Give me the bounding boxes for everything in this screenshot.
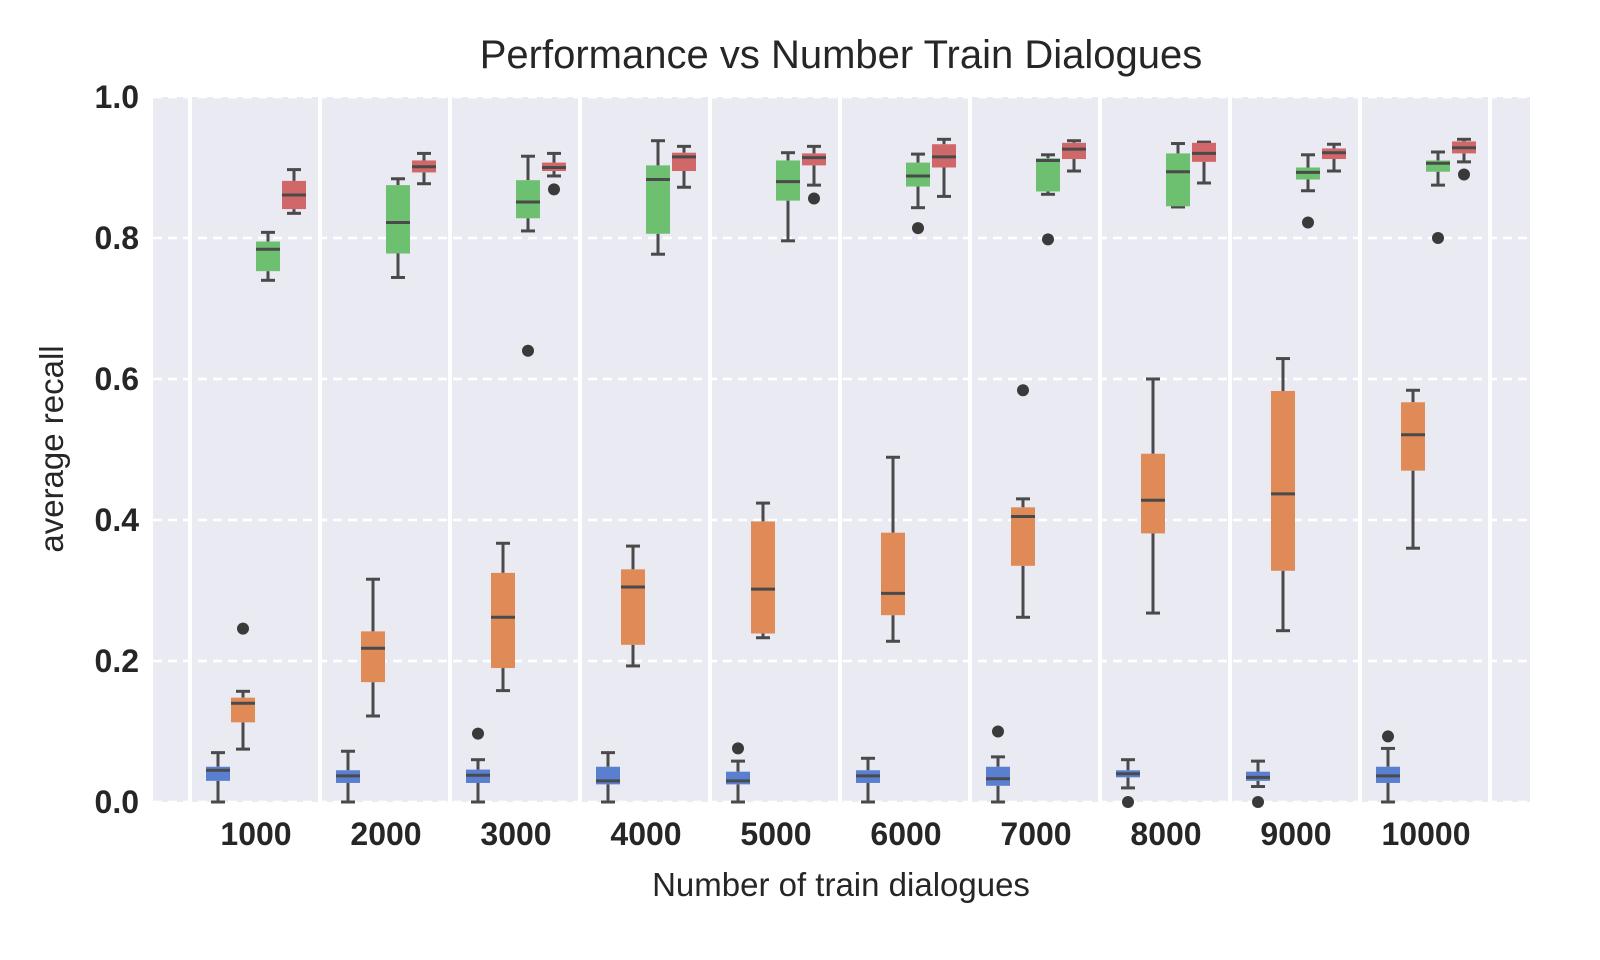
- outlier-point: [1302, 216, 1314, 229]
- box-iqr: [1062, 142, 1086, 160]
- box-iqr: [516, 180, 540, 219]
- box-1000-s2: [256, 230, 280, 282]
- box-10000-s2: [1426, 150, 1450, 244]
- box-iqr: [491, 572, 515, 669]
- box-iqr: [256, 241, 280, 272]
- x-axis-label: Number of train dialogues: [652, 866, 1030, 903]
- box-9000-s3: [1322, 142, 1346, 173]
- x-tick-label: 7000: [1000, 816, 1071, 852]
- box-2000-s2: [386, 177, 410, 279]
- box-7000-s1: [1011, 384, 1035, 619]
- box-iqr: [1401, 402, 1425, 471]
- box-10000-s3: [1452, 137, 1476, 181]
- y-tick-label: 0.2: [95, 643, 139, 679]
- box-2000-s1: [361, 577, 385, 718]
- box-9000-s0: [1246, 759, 1270, 808]
- box-7000-s0: [986, 725, 1010, 804]
- outlier-point: [992, 725, 1004, 738]
- box-10000-s1: [1401, 388, 1425, 550]
- box-5000-s1: [751, 501, 775, 640]
- outlier-point: [1382, 730, 1394, 743]
- box-iqr: [1141, 453, 1165, 534]
- box-4000-s2: [646, 139, 670, 256]
- box-iqr: [802, 153, 826, 166]
- box-iqr: [726, 771, 750, 785]
- box-5000-s2: [776, 151, 800, 243]
- box-6000-s0: [856, 756, 880, 804]
- x-tick-label: 1000: [220, 816, 291, 852]
- y-tick-label: 0.4: [95, 502, 140, 538]
- box-iqr: [231, 697, 255, 723]
- box-6000-s3: [932, 137, 956, 198]
- box-5000-s0: [726, 742, 750, 804]
- box-iqr: [386, 185, 410, 254]
- box-8000-s3: [1192, 140, 1216, 185]
- x-tick-label: 8000: [1130, 816, 1201, 852]
- outlier-point: [912, 222, 924, 235]
- box-4000-s1: [621, 544, 645, 668]
- outlier-point: [1432, 232, 1444, 244]
- box-iqr: [1036, 158, 1060, 192]
- box-3000-s0: [466, 727, 490, 804]
- box-3000-s3: [542, 151, 566, 196]
- outlier-point: [1252, 796, 1264, 808]
- y-tick-label: 0.8: [95, 220, 139, 256]
- box-iqr: [361, 631, 385, 683]
- x-tick-label: 3000: [480, 816, 551, 852]
- box-iqr: [1271, 390, 1295, 571]
- box-6000-s2: [906, 152, 930, 235]
- outlier-point: [1458, 168, 1470, 181]
- box-iqr: [646, 165, 670, 234]
- y-tick-label: 0.0: [95, 784, 139, 820]
- box-4000-s0: [596, 751, 620, 804]
- box-2000-s3: [412, 151, 436, 186]
- box-2000-s0: [336, 749, 360, 804]
- x-tick-label: 10000: [1382, 816, 1471, 852]
- box-7000-s2: [1036, 153, 1060, 246]
- box-iqr: [986, 766, 1010, 786]
- y-tick-label: 1.0: [95, 79, 139, 115]
- outlier-point: [472, 727, 484, 740]
- box-1000-s0: [206, 751, 230, 804]
- box-iqr: [881, 532, 905, 616]
- box-7000-s3: [1062, 139, 1086, 173]
- box-1000-s1: [231, 622, 255, 751]
- box-8000-s0: [1116, 758, 1140, 808]
- outlier-point: [548, 183, 560, 196]
- outlier-point: [1017, 384, 1029, 397]
- outlier-point: [732, 742, 744, 755]
- outlier-point: [1042, 233, 1054, 246]
- box-iqr: [1166, 153, 1190, 207]
- y-axis-label: average recall: [33, 345, 70, 552]
- y-tick-label: 0.6: [95, 361, 139, 397]
- box-1000-s3: [282, 168, 306, 215]
- chart-title: Performance vs Number Train Dialogues: [480, 33, 1203, 77]
- outlier-point: [808, 192, 820, 205]
- x-tick-label: 4000: [610, 816, 681, 852]
- box-iqr: [621, 569, 645, 645]
- outlier-point: [522, 344, 534, 357]
- x-tick-label: 5000: [740, 816, 811, 852]
- box-9000-s1: [1271, 357, 1295, 633]
- box-iqr: [751, 521, 775, 634]
- x-tick-label: 9000: [1260, 816, 1331, 852]
- outlier-point: [237, 622, 249, 635]
- box-6000-s1: [881, 455, 905, 643]
- outlier-point: [1122, 796, 1134, 808]
- box-5000-s3: [802, 144, 826, 205]
- box-9000-s2: [1296, 153, 1320, 229]
- box-iqr: [1426, 160, 1450, 172]
- box-8000-s1: [1141, 377, 1165, 615]
- x-tick-label: 2000: [350, 816, 421, 852]
- box-4000-s3: [672, 144, 696, 189]
- box-3000-s1: [491, 541, 515, 693]
- box-3000-s2: [516, 154, 540, 357]
- x-tick-label: 6000: [870, 816, 941, 852]
- box-8000-s2: [1166, 142, 1190, 209]
- box-10000-s0: [1376, 730, 1400, 804]
